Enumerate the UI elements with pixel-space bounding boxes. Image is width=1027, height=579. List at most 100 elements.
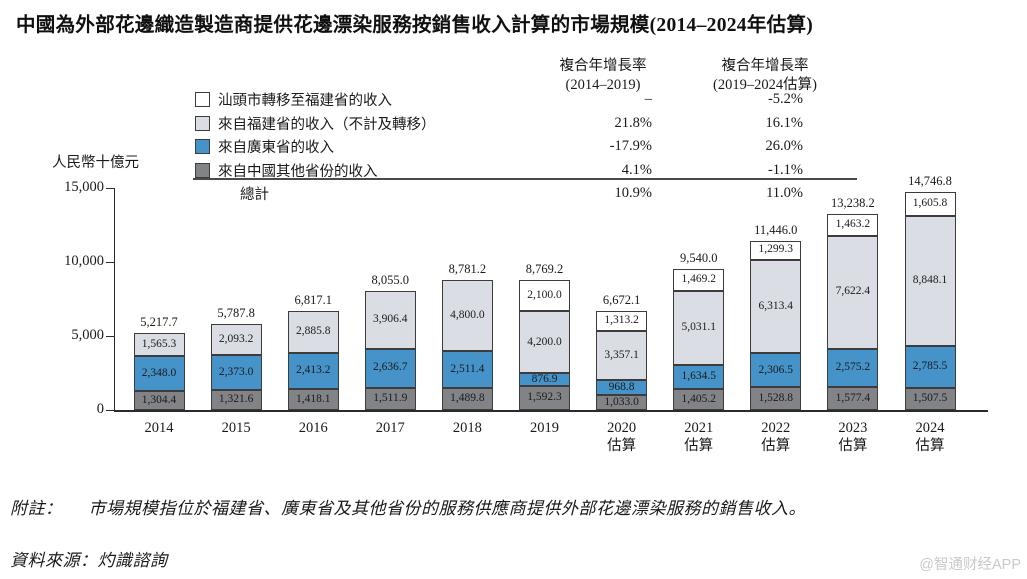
cagr-value-2019-2024: 16.1% (765, 114, 803, 131)
segment-value-label: 1,489.8 (450, 392, 485, 405)
year-text: 2021 (684, 420, 714, 436)
x-axis-label-2020: 2020 估算 (582, 419, 662, 455)
footnote-text: 市場規模指位於福建省、廣東省及其他省份的服務供應商提供外部花邊漂染服務的銷售收入… (88, 499, 806, 518)
bar-segment: 3,906.4 (364, 290, 416, 349)
year-text: 2014 (144, 420, 174, 436)
segment-value-label: 2,093.2 (218, 333, 254, 346)
year-text: 2020 (607, 420, 637, 436)
segment-value-label: 3,357.1 (604, 348, 639, 361)
segment-value-label: 1,605.8 (912, 196, 948, 209)
legend-row: 來自福建省的收入（不計及轉移） 21.8% 16.1% (195, 114, 815, 133)
bar-segment: 1,405.2 (673, 389, 725, 410)
x-axis-label-2015: 2015 (196, 419, 276, 437)
segment-value-label: 2,348.0 (141, 366, 177, 379)
y-tick-label: 5,000 (71, 327, 104, 343)
bar-total-label: 13,238.2 (831, 196, 875, 211)
x-axis-label-2014: 2014 (119, 419, 199, 437)
cagr-value-2019-2024: -5.2% (767, 91, 803, 107)
segment-value-label: 1,463.2 (835, 218, 871, 231)
bar-segment: 5,031.1 (673, 290, 725, 366)
y-tick-label: 15,000 (64, 179, 104, 195)
year-text: 2016 (298, 420, 328, 436)
legend-label: 來自中國其他省份的收入 (218, 163, 378, 180)
bar-segment: 1,565.3 (133, 332, 185, 356)
segment-value-label: 1,565.3 (141, 337, 177, 350)
legend-label: 來自福建省的收入（不計及轉移） (218, 116, 436, 133)
bar-segment: 876.9 (519, 373, 570, 387)
bar-segment: 4,800.0 (441, 279, 493, 351)
cagr-header-line: 複合年增長率 (721, 58, 809, 74)
y-tick-label: 0 (96, 401, 104, 417)
segment-value-label: 1,592.3 (527, 391, 562, 404)
bar-segment: 1,304.4 (133, 390, 185, 410)
bar-2015: 1,321.6 2,373.0 2,093.2 (210, 324, 262, 410)
bar-total-label: 9,540.0 (679, 250, 718, 265)
segment-value-label: 2,100.0 (527, 289, 562, 302)
cagr-column-header-2019-2024: 複合年增長率 (2019–2024估算) (655, 57, 875, 94)
bar-segment: 2,636.7 (364, 348, 416, 388)
segment-value-label: 1,405.2 (681, 392, 716, 405)
bar-segment: 1,313.2 (596, 311, 648, 331)
bar-total-label: 6,672.1 (602, 293, 641, 308)
cagr-value-2014-2019: – (644, 91, 652, 107)
segment-value-label: 8,848.1 (912, 274, 948, 287)
estimate-text: 估算 (915, 438, 945, 454)
year-text: 2018 (452, 420, 482, 436)
bar-segment: 1,299.3 (750, 240, 802, 260)
segment-value-label: 1,304.4 (141, 393, 177, 406)
segment-value-label: 2,306.5 (758, 363, 794, 376)
legend-label: 汕頭市轉移至福建省的收入 (218, 93, 392, 109)
bar-segment: 2,511.4 (441, 350, 493, 388)
segment-value-label: 6,313.4 (758, 299, 794, 312)
segment-value-label: 7,622.4 (835, 285, 871, 298)
x-axis-label-2023: 2023 估算 (813, 419, 893, 455)
cagr-value-2014-2019: 4.1% (621, 161, 652, 178)
bar-segment: 7,622.4 (827, 235, 879, 349)
estimate-text: 估算 (838, 438, 868, 454)
bar-2014: 1,304.4 2,348.0 1,565.3 (133, 332, 185, 410)
bar-total-label: 11,446.0 (754, 222, 798, 237)
bar-2016: 1,418.1 2,413.2 2,885.8 (287, 310, 339, 410)
year-text: 2017 (375, 420, 405, 436)
bar-segment: 1,511.9 (364, 387, 416, 410)
year-text: 2015 (221, 420, 251, 436)
bar-2024: 1,507.5 2,785.5 8,848.1 1,605.8 (904, 191, 956, 410)
source-line: 資料來源：灼識諮詢 (10, 551, 168, 570)
legend-row: 汕頭市轉移至福建省的收入 – -5.2% (195, 91, 815, 109)
bar-segment: 2,785.5 (904, 346, 956, 388)
segment-value-label: 1,418.1 (295, 392, 331, 405)
bar-2018: 1,489.8 2,511.4 4,800.0 (441, 279, 493, 410)
segment-value-label: 1,528.8 (758, 391, 794, 404)
cagr-header-line: 複合年增長率 (559, 58, 647, 74)
cagr-value-2014-2019: -17.9% (609, 138, 652, 154)
bar-segment: 2,100.0 (519, 280, 570, 312)
bar-2017: 1,511.9 2,636.7 3,906.4 (364, 290, 416, 410)
segment-value-label: 1,313.2 (604, 314, 639, 327)
segment-value-label: 2,885.8 (295, 325, 331, 338)
segment-value-label: 2,413.2 (295, 364, 331, 377)
bar-total-label: 8,769.2 (525, 262, 564, 277)
x-axis-line (114, 410, 988, 412)
chart-title: 中國為外部花邊織造製造商提供花邊漂染服務按銷售收入計算的市場規模(2014–20… (16, 15, 814, 36)
legend-swatch-icon (195, 139, 210, 154)
bar-segment: 8,848.1 (904, 215, 956, 347)
bar-segment: 1,469.2 (673, 268, 725, 291)
segment-value-label: 1,507.5 (912, 392, 948, 405)
bar-segment: 1,033.0 (596, 394, 648, 410)
bar-segment: 968.8 (596, 380, 648, 395)
y-tick-mark (106, 409, 114, 411)
bar-segment: 6,313.4 (750, 259, 802, 354)
segment-value-label: 2,373.0 (218, 366, 254, 379)
total-cagr-2014-2019: 10.9% (614, 184, 652, 201)
bar-segment: 1,321.6 (210, 390, 262, 410)
bar-segment: 1,592.3 (519, 386, 570, 410)
bar-total-label: 5,787.8 (217, 306, 255, 321)
bar-segment: 2,306.5 (750, 353, 802, 388)
x-axis-label-2016: 2016 (273, 419, 353, 437)
footnote: 附註： 市場規模指位於福建省、廣東省及其他省份的服務供應商提供外部花邊漂染服務的… (10, 494, 806, 519)
bar-2020: 1,033.0 968.8 3,357.1 1,313.2 (596, 311, 648, 410)
legend-swatch-icon (195, 162, 210, 178)
y-tick-label: 10,000 (64, 253, 104, 269)
bar-2019: 1,592.3 876.9 4,200.0 2,100.0 (519, 280, 570, 410)
